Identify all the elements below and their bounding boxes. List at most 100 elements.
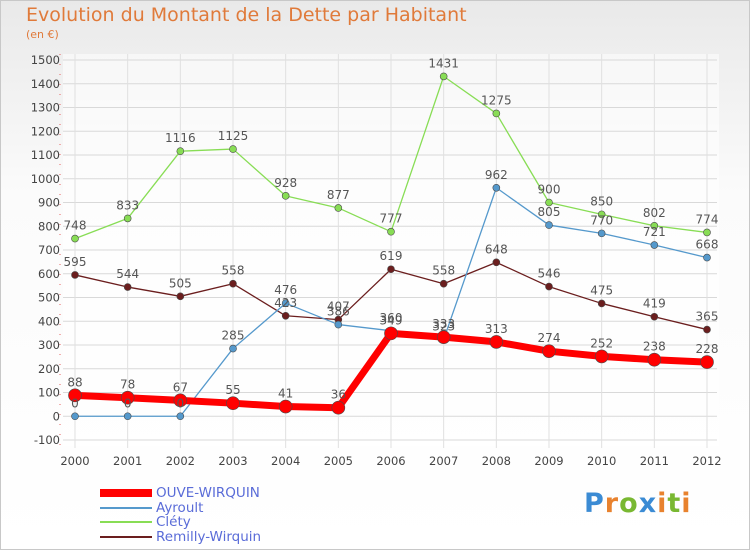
data-label: 1125 — [218, 129, 249, 143]
data-label: 802 — [643, 206, 666, 220]
data-point — [703, 228, 711, 237]
x-tick-label: 2002 — [166, 454, 195, 468]
data-point — [439, 279, 448, 288]
data-label: 770 — [590, 213, 613, 227]
legend-label: Ayroult — [156, 499, 204, 516]
data-label: 238 — [643, 340, 666, 354]
x-tick-label: 2012 — [692, 454, 721, 468]
data-point — [597, 299, 606, 308]
data-label: 1116 — [165, 131, 196, 145]
data-point — [492, 258, 501, 267]
data-point — [68, 388, 82, 403]
data-point — [71, 271, 79, 279]
data-label: 648 — [485, 242, 508, 256]
data-point — [384, 326, 398, 341]
legend-swatch — [100, 489, 152, 497]
data-point — [281, 311, 290, 320]
data-label: 78 — [120, 378, 135, 392]
data-label: 0 — [71, 396, 79, 410]
data-label: 833 — [116, 198, 139, 212]
y-tick-label: 0 — [53, 409, 60, 423]
data-point — [650, 241, 659, 249]
x-tick-label: 2010 — [587, 454, 616, 468]
data-point — [387, 265, 395, 274]
x-tick-label: 2007 — [429, 454, 458, 468]
data-label: 55 — [225, 383, 240, 397]
data-label: 386 — [327, 305, 350, 319]
data-point — [650, 221, 659, 230]
y-tick-label: 900 — [38, 196, 60, 210]
data-point — [489, 335, 504, 349]
y-tick-label: 300 — [38, 338, 60, 352]
data-label: 595 — [64, 255, 87, 269]
data-point — [226, 396, 240, 410]
data-label: 285 — [222, 329, 245, 343]
data-point — [123, 283, 132, 291]
data-point — [542, 344, 556, 358]
data-label: 850 — [590, 194, 613, 208]
data-label: 748 — [64, 219, 87, 233]
y-tick-label: 800 — [38, 219, 60, 233]
data-point — [71, 412, 79, 421]
data-point — [229, 145, 237, 153]
data-label: 0 — [124, 396, 132, 410]
data-point — [278, 399, 293, 414]
data-label: 774 — [696, 212, 719, 226]
data-label: 928 — [274, 176, 297, 190]
data-point — [71, 234, 79, 243]
data-label: 419 — [643, 297, 666, 311]
y-tick-label: 700 — [38, 243, 60, 257]
data-label: 544 — [116, 267, 139, 281]
x-tick-label: 2003 — [218, 454, 247, 468]
data-point — [176, 147, 185, 155]
y-tick-label: -100 — [34, 433, 60, 447]
data-point — [597, 210, 606, 219]
data-label: 475 — [590, 283, 613, 297]
data-label: 67 — [173, 380, 188, 394]
x-tick-label: 2004 — [271, 454, 300, 468]
legend-swatch — [100, 535, 152, 538]
data-label: 877 — [327, 188, 350, 202]
data-point — [545, 282, 553, 291]
data-label: 546 — [538, 267, 561, 281]
x-tick-label: 2001 — [113, 454, 142, 468]
data-label: 360 — [380, 311, 403, 325]
data-label: 274 — [538, 331, 561, 345]
data-point — [703, 325, 711, 334]
data-point — [229, 279, 237, 288]
data-point — [176, 292, 185, 301]
data-point — [123, 412, 132, 421]
data-point — [436, 330, 451, 344]
y-tick-label: 1000 — [31, 172, 60, 186]
data-point — [387, 227, 395, 236]
data-label: 252 — [590, 336, 613, 350]
x-tick-label: 2009 — [534, 454, 563, 468]
legend-label: Cléty — [156, 514, 191, 530]
y-tick-label: 600 — [38, 267, 60, 281]
data-label: 1431 — [428, 56, 459, 70]
data-point — [229, 344, 237, 353]
x-tick-label: 2000 — [60, 454, 89, 468]
data-label: 619 — [380, 249, 403, 263]
data-point — [334, 320, 343, 329]
x-tick-label: 2006 — [376, 454, 405, 468]
data-label: 962 — [485, 168, 508, 182]
data-point — [703, 253, 711, 262]
data-label: 900 — [538, 183, 561, 197]
data-point — [281, 299, 290, 308]
data-point — [176, 412, 185, 421]
data-label: 407 — [327, 300, 350, 314]
data-label: 349 — [380, 313, 403, 327]
y-tick-label: 1400 — [31, 77, 60, 91]
data-point — [647, 352, 662, 367]
data-label: 313 — [485, 322, 508, 336]
data-point — [650, 312, 659, 321]
y-tick-label: 400 — [38, 314, 60, 328]
y-tick-label: 100 — [38, 386, 60, 400]
data-point — [700, 355, 714, 369]
chart-title: Evolution du Montant de la Dette par Hab… — [26, 4, 467, 26]
x-tick-label: 2005 — [324, 454, 353, 468]
legend-swatch — [100, 506, 152, 509]
y-tick-label: 1200 — [31, 124, 60, 138]
